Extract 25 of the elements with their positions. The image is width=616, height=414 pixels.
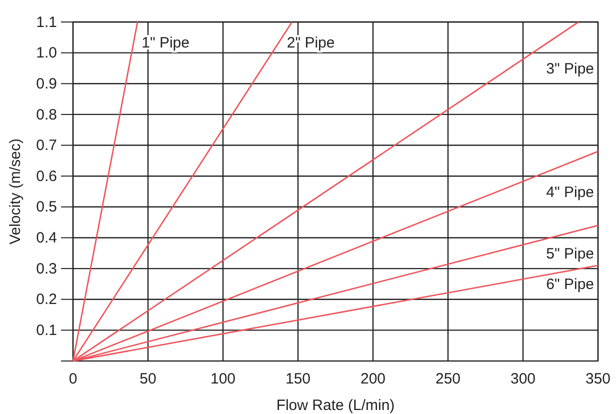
series-label: 5" Pipe [546, 245, 594, 262]
x-tick-label: 50 [140, 370, 156, 388]
y-tick-label: 0.3 [36, 260, 57, 278]
series-label: 6" Pipe [546, 276, 594, 294]
y-tick-label: 0.7 [36, 137, 57, 154]
x-tick-label: 150 [285, 370, 311, 388]
y-tick-label: 0.8 [36, 106, 57, 124]
x-tick-label: 250 [435, 370, 461, 388]
x-tick-label: 0 [68, 370, 78, 388]
x-tick-label: 200 [360, 370, 386, 388]
y-tick-label: 0.9 [36, 75, 57, 92]
y-tick-label: 0.5 [36, 198, 57, 216]
series-label: 4" Pipe [546, 184, 594, 201]
y-tick-label: 1.1 [36, 14, 57, 31]
x-tick-label: 100 [210, 370, 236, 388]
y-tick-label: 0.2 [36, 291, 57, 308]
y-tick-label: 0.4 [36, 230, 57, 247]
y-tick-label: 0.1 [36, 322, 57, 339]
x-axis-title: Flow Rate (L/min) [276, 397, 395, 414]
y-axis-title: Velocity (m/sec) [7, 138, 24, 244]
y-tick-label: 1.0 [36, 44, 57, 62]
y-tick-label: 0.6 [36, 168, 57, 185]
x-tick-label: 300 [510, 370, 536, 388]
x-tick-label: 350 [585, 370, 611, 388]
series-label: 3" Pipe [546, 60, 594, 78]
